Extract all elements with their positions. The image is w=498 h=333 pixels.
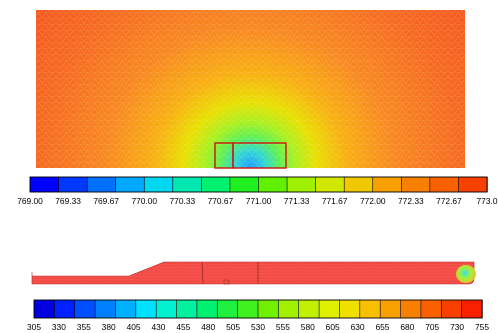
- bottom-colorbar-tick-label: 755: [475, 322, 489, 332]
- top-colorbar-tick-label: 769.67: [93, 196, 119, 206]
- bottom-colorbar-outline: [33, 299, 483, 319]
- bottom-hotspot: [456, 265, 476, 283]
- bottom-colorbar-swatch: [379, 299, 402, 319]
- bottom-colorbar-swatch: [196, 299, 218, 319]
- top-colorbar-outline: [29, 176, 488, 193]
- top-colorbar-tick-label: 772.33: [398, 196, 424, 206]
- bottom-colorbar-swatch: [420, 299, 442, 319]
- top-colorbar-tick-label: 771.33: [284, 196, 310, 206]
- bottom-colorbar-swatch: [359, 299, 381, 319]
- bottom-colorbar-swatch: [216, 299, 239, 319]
- top-colorbar-swatch: [201, 176, 231, 193]
- top-colorbar-swatch: [343, 176, 374, 193]
- bottom-colorbar-swatch: [115, 299, 137, 319]
- bottom-geometry-plot: [31, 261, 476, 285]
- highlight-box-right: [232, 142, 287, 169]
- bottom-small-marker: [223, 279, 230, 285]
- top-colorbar-labels: 769.00 769.33 769.67 770.00 770.33 770.67 771.…: [17, 196, 498, 206]
- bottom-colorbar-swatch: [74, 299, 96, 319]
- bottom-colorbar-tick-label: 455: [176, 322, 190, 332]
- top-contour-plot: [36, 10, 465, 169]
- bottom-colorbar-swatch: [461, 299, 483, 319]
- bottom-colorbar-tick-label: 580: [301, 322, 315, 332]
- bottom-colorbar-tick-label: 405: [127, 322, 141, 332]
- bottom-colorbar-tick-label: 355: [77, 322, 91, 332]
- top-colorbar-swatch: [401, 176, 431, 193]
- bottom-colorbar: [33, 299, 483, 319]
- bottom-colorbar-tick-label: 480: [201, 322, 215, 332]
- top-colorbar-tick-label: 772.00: [360, 196, 386, 206]
- bottom-colorbar-tick-label: 430: [151, 322, 165, 332]
- bottom-colorbar-swatch: [278, 299, 300, 319]
- bottom-colorbar-tick-label: 655: [375, 322, 389, 332]
- top-colorbar-tick-label: 770.00: [131, 196, 157, 206]
- top-colorbar-tick-label: 771.67: [322, 196, 348, 206]
- top-colorbar-swatch: [229, 176, 260, 193]
- top-colorbar-swatch: [429, 176, 460, 193]
- bottom-colorbar-swatch: [400, 299, 422, 319]
- top-colorbar-swatch: [29, 176, 60, 193]
- bottom-colorbar-swatch: [155, 299, 178, 319]
- bottom-colorbar-swatch: [94, 299, 117, 319]
- top-colorbar-tick-label: 773.0: [477, 196, 498, 206]
- bottom-colorbar-swatch: [54, 299, 76, 319]
- bottom-colorbar-swatch: [440, 299, 463, 319]
- top-colorbar-swatch: [86, 176, 117, 193]
- bottom-colorbar-labels: 305 330 355 380 405 430 455 480 505 530 555 580 605 6…: [27, 322, 489, 332]
- bottom-colorbar-swatch: [176, 299, 198, 319]
- top-colorbar-swatch: [458, 176, 488, 193]
- bottom-colorbar-swatch: [339, 299, 361, 319]
- bottom-colorbar-tick-label: 530: [251, 322, 265, 332]
- bottom-colorbar-tick-label: 380: [102, 322, 116, 332]
- top-colorbar-tick-label: 770.67: [208, 196, 234, 206]
- bottom-colorbar-tick-label: 330: [52, 322, 66, 332]
- top-mesh: [36, 10, 465, 168]
- bottom-colorbar-tick-label: 680: [400, 322, 414, 332]
- top-colorbar-swatch: [372, 176, 403, 193]
- bottom-colorbar-swatch: [257, 299, 280, 319]
- bottom-colorbar-swatch: [318, 299, 341, 319]
- top-colorbar-swatch: [115, 176, 145, 193]
- top-colorbar-tick-label: 770.33: [170, 196, 196, 206]
- top-colorbar-swatch: [58, 176, 88, 193]
- bottom-colorbar-swatch: [298, 299, 320, 319]
- top-colorbar-swatch: [286, 176, 317, 193]
- bottom-shape-mesh: [32, 262, 474, 284]
- bottom-colorbar-tick-label: 730: [450, 322, 464, 332]
- bottom-colorbar-tick-label: 305: [27, 322, 41, 332]
- top-colorbar-swatch: [143, 176, 174, 193]
- bottom-colorbar-tick-label: 505: [226, 322, 240, 332]
- top-colorbar: [29, 176, 488, 193]
- bottom-colorbar-tick-label: 555: [276, 322, 290, 332]
- top-colorbar-tick-label: 769.33: [55, 196, 81, 206]
- bottom-colorbar-tick-label: 630: [351, 322, 365, 332]
- bottom-colorbar-swatch: [135, 299, 157, 319]
- top-colorbar-swatch: [258, 176, 288, 193]
- bottom-colorbar-swatch: [33, 299, 56, 319]
- top-colorbar-tick-label: 772.67: [436, 196, 462, 206]
- top-colorbar-tick-label: 771.00: [246, 196, 272, 206]
- bottom-colorbar-tick-label: 705: [425, 322, 439, 332]
- bottom-colorbar-swatch: [237, 299, 259, 319]
- top-colorbar-tick-label: 769.00: [17, 196, 43, 206]
- top-colorbar-swatch: [315, 176, 345, 193]
- bottom-colorbar-tick-label: 605: [326, 322, 340, 332]
- top-colorbar-swatch: [172, 176, 203, 193]
- bottom-divider-1: [201, 261, 204, 285]
